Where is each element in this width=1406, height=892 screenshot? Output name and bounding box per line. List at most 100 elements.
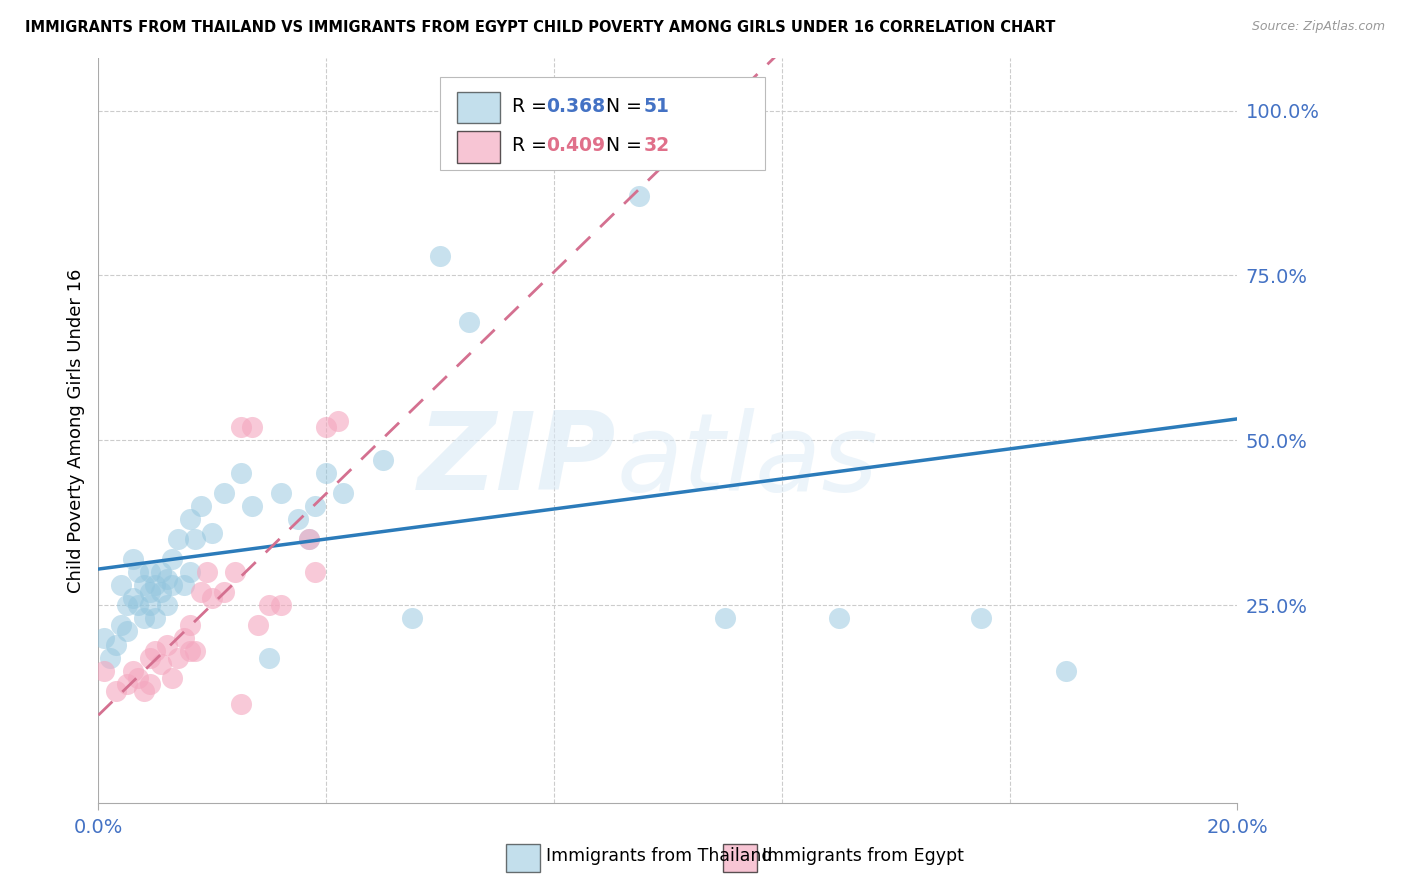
- Point: [98, 650, 121, 665]
- Y-axis label: Child Poverty Among Girls Under 16: Child Poverty Among Girls Under 16: [66, 268, 84, 592]
- Point: [246, 617, 269, 632]
- Point: [401, 611, 423, 625]
- Point: [150, 585, 173, 599]
- Point: [240, 420, 263, 434]
- Point: [179, 617, 201, 632]
- FancyBboxPatch shape: [457, 92, 501, 123]
- Point: [104, 638, 127, 652]
- Point: [138, 565, 160, 579]
- Point: [179, 644, 201, 658]
- Point: [195, 565, 218, 579]
- Point: [184, 644, 207, 658]
- Point: [93, 664, 115, 678]
- Point: [179, 565, 201, 579]
- Point: [138, 585, 160, 599]
- Text: atlas: atlas: [617, 408, 879, 513]
- Point: [115, 624, 138, 639]
- Point: [162, 578, 184, 592]
- Point: [229, 697, 252, 711]
- Text: Immigrants from Thailand: Immigrants from Thailand: [546, 847, 772, 865]
- Point: [201, 525, 224, 540]
- Point: [184, 532, 207, 546]
- Point: [145, 578, 167, 592]
- Point: [190, 585, 212, 599]
- Point: [326, 413, 349, 427]
- FancyBboxPatch shape: [440, 77, 765, 169]
- Point: [121, 552, 143, 566]
- Point: [270, 486, 292, 500]
- Point: [132, 611, 155, 625]
- Point: [628, 189, 651, 203]
- Point: [373, 453, 395, 467]
- Text: 51: 51: [644, 96, 669, 116]
- Point: [145, 611, 167, 625]
- Point: [127, 565, 149, 579]
- Point: [150, 565, 173, 579]
- Point: [315, 467, 337, 481]
- FancyBboxPatch shape: [723, 844, 756, 872]
- FancyBboxPatch shape: [457, 131, 501, 162]
- Text: 0.409: 0.409: [546, 136, 605, 155]
- Text: R =: R =: [512, 136, 553, 155]
- Point: [224, 565, 246, 579]
- Point: [156, 572, 179, 586]
- Text: 32: 32: [644, 136, 671, 155]
- Point: [173, 578, 195, 592]
- Text: ZIP: ZIP: [418, 407, 617, 513]
- Point: [121, 591, 143, 606]
- Point: [167, 650, 190, 665]
- Point: [287, 512, 309, 526]
- Point: [212, 585, 235, 599]
- Point: [259, 650, 281, 665]
- Point: [457, 315, 479, 329]
- Text: Source: ZipAtlas.com: Source: ZipAtlas.com: [1251, 20, 1385, 33]
- Point: [138, 650, 160, 665]
- Point: [212, 486, 235, 500]
- Point: [828, 611, 851, 625]
- Point: [240, 499, 263, 513]
- Point: [156, 638, 179, 652]
- Point: [190, 499, 212, 513]
- Point: [229, 420, 252, 434]
- Text: IMMIGRANTS FROM THAILAND VS IMMIGRANTS FROM EGYPT CHILD POVERTY AMONG GIRLS UNDE: IMMIGRANTS FROM THAILAND VS IMMIGRANTS F…: [25, 20, 1056, 35]
- Point: [138, 598, 160, 612]
- Point: [315, 420, 337, 434]
- Point: [714, 611, 737, 625]
- Point: [229, 467, 252, 481]
- Point: [298, 532, 321, 546]
- Point: [600, 90, 623, 104]
- Point: [145, 644, 167, 658]
- Point: [162, 552, 184, 566]
- Text: R =: R =: [512, 96, 553, 116]
- Point: [156, 598, 179, 612]
- Text: N =: N =: [593, 96, 648, 116]
- Point: [127, 598, 149, 612]
- Point: [259, 598, 281, 612]
- Point: [332, 486, 354, 500]
- Point: [167, 532, 190, 546]
- Point: [970, 611, 993, 625]
- Point: [110, 578, 132, 592]
- Point: [93, 631, 115, 645]
- Point: [132, 683, 155, 698]
- Point: [304, 499, 326, 513]
- FancyBboxPatch shape: [506, 844, 540, 872]
- Text: 0.368: 0.368: [546, 96, 605, 116]
- Point: [298, 532, 321, 546]
- Point: [150, 657, 173, 672]
- Point: [115, 677, 138, 691]
- Text: N =: N =: [593, 136, 648, 155]
- Point: [110, 617, 132, 632]
- Point: [104, 683, 127, 698]
- Point: [138, 677, 160, 691]
- Point: [201, 591, 224, 606]
- Point: [179, 512, 201, 526]
- Point: [304, 565, 326, 579]
- Point: [173, 631, 195, 645]
- Point: [429, 249, 451, 263]
- Point: [132, 578, 155, 592]
- Point: [1056, 664, 1078, 678]
- Point: [115, 598, 138, 612]
- Text: Immigrants from Egypt: Immigrants from Egypt: [762, 847, 965, 865]
- Point: [162, 671, 184, 685]
